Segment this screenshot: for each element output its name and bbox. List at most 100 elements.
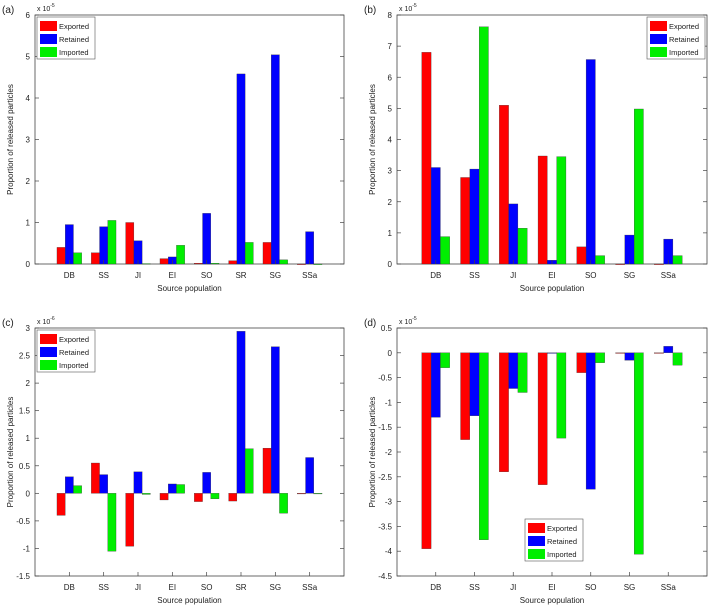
y-tick-label: 8: [388, 11, 393, 20]
panel-d: -4.5 -4 -3.5 -3 -2.5 -2 -1.5 -1 -0.5 0 0.5 DB SS JI EI…: [364, 316, 708, 605]
y-tick-label: 6: [26, 11, 31, 20]
bar-exported: [194, 263, 203, 265]
y-axis-label: Proportion of released particles: [368, 397, 377, 508]
exponent: -5: [50, 3, 55, 9]
bar-exported: [56, 247, 66, 265]
legend-label: Exported: [59, 335, 89, 344]
bar-exported: [228, 260, 238, 265]
y-tick-label: 0: [388, 349, 393, 358]
bar-imported: [279, 493, 288, 514]
y-tick-label: 1: [388, 229, 393, 238]
x-tick-label: SO: [201, 271, 213, 280]
legend-swatch-imported: [650, 47, 667, 57]
y-axis-label: Proportion of released particles: [6, 84, 15, 195]
legend-swatch-retained: [528, 536, 545, 546]
legend-swatch-retained: [40, 347, 57, 357]
y-tick-label: -1.5: [16, 572, 30, 581]
bar-retained: [202, 472, 211, 494]
bar-exported: [91, 462, 100, 494]
bar-imported: [634, 108, 644, 265]
bar-imported: [107, 220, 117, 265]
legend-label: Retained: [669, 35, 699, 44]
y-tick-label: 2: [388, 198, 393, 207]
y-tick-label: -2.5: [378, 473, 392, 482]
bar-imported: [313, 493, 323, 495]
x-tick-label: SS: [469, 271, 480, 280]
y-tick-label: 0: [388, 260, 393, 269]
bar-retained: [202, 213, 211, 265]
x-tick-label: SSa: [661, 583, 677, 592]
y-tick-label: -4: [385, 547, 393, 556]
panel-label: (c): [2, 318, 14, 329]
x-tick-label: EI: [548, 271, 556, 280]
exponent-label: x 10-5: [399, 3, 417, 13]
bar-exported: [615, 263, 625, 265]
bar-exported: [125, 493, 135, 547]
bar-imported: [672, 255, 683, 265]
bar-exported: [537, 155, 548, 265]
x-tick-label: SG: [624, 271, 636, 280]
y-tick-label: 4: [388, 136, 393, 145]
bar-imported: [478, 352, 489, 540]
y-tick-label: 1.5: [19, 407, 31, 416]
y-tick-label: 0.5: [19, 462, 31, 471]
bar-retained: [271, 346, 280, 494]
y-tick-label: 5: [388, 104, 393, 113]
y-tick-label: 6: [388, 73, 393, 82]
y-tick-label: 0: [26, 260, 31, 269]
x-axis-label: Source population: [157, 284, 222, 293]
legend-label: Imported: [547, 550, 577, 559]
panel-b: 0 1 2 3 4 5 6 7 8 DB SS JI EI SO SG SSa Source populatio…: [364, 3, 708, 293]
legend: Exported Retained Imported: [524, 518, 584, 562]
bar-retained: [585, 352, 596, 490]
bar-retained: [271, 54, 280, 265]
bar-retained: [663, 346, 674, 353]
bar-retained: [99, 226, 108, 265]
legend-label: Retained: [547, 537, 577, 546]
bar-imported: [672, 352, 683, 366]
bar-retained: [469, 168, 480, 265]
y-tick-label: 2: [26, 177, 31, 186]
legend-swatch-exported: [40, 334, 57, 344]
bar-exported: [615, 352, 625, 354]
legend-label: Imported: [59, 361, 89, 370]
legend-label: Retained: [59, 35, 89, 44]
x-tick-label: EI: [169, 583, 177, 592]
y-tick-label: 7: [388, 42, 393, 51]
bar-retained: [508, 203, 519, 265]
bar-exported: [460, 352, 470, 440]
y-tick-label: -1: [385, 398, 393, 407]
legend-label: Imported: [669, 48, 699, 57]
bar-exported: [297, 263, 306, 265]
bar-exported: [91, 252, 100, 265]
y-tick-label: -2: [385, 448, 393, 457]
legend-label: Retained: [59, 348, 89, 357]
bar-retained: [624, 352, 635, 361]
bar-exported: [125, 222, 135, 265]
x-tick-label: EI: [548, 583, 556, 592]
x-tick-label: SG: [270, 271, 282, 280]
bar-retained: [624, 234, 635, 265]
bar-exported: [194, 493, 203, 502]
legend-swatch-imported: [528, 549, 545, 559]
bar-retained: [305, 457, 314, 494]
y-tick-label: -1: [23, 544, 31, 553]
bar-imported: [595, 352, 605, 363]
y-tick-label: -0.5: [378, 374, 392, 383]
bar-retained: [469, 352, 480, 416]
bar-exported: [499, 105, 509, 265]
y-tick-label: 0.5: [381, 324, 393, 333]
bar-imported: [556, 156, 567, 265]
panel-a: 0 1 2 3 4 5 6 DB SS JI EI SO SR SG SSa Source populatio…: [2, 3, 345, 293]
bar-retained: [236, 73, 246, 265]
bar-imported: [517, 352, 528, 393]
x-tick-label: JI: [135, 583, 141, 592]
y-tick-label: -4.5: [378, 572, 392, 581]
bar-imported: [279, 259, 288, 265]
legend-swatch-retained: [650, 34, 667, 44]
bar-imported: [176, 484, 185, 494]
exponent: -5: [412, 3, 417, 9]
y-tick-label: 1: [26, 434, 31, 443]
exponent: -6: [50, 316, 55, 322]
x-tick-label: SS: [469, 583, 480, 592]
